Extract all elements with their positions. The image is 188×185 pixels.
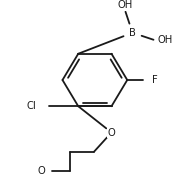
Text: O: O [37,166,45,176]
Text: OH: OH [157,35,172,45]
Text: OH: OH [118,0,133,10]
Text: Cl: Cl [27,101,36,111]
Text: B: B [129,28,136,38]
Text: O: O [108,127,115,137]
Text: F: F [152,75,158,85]
